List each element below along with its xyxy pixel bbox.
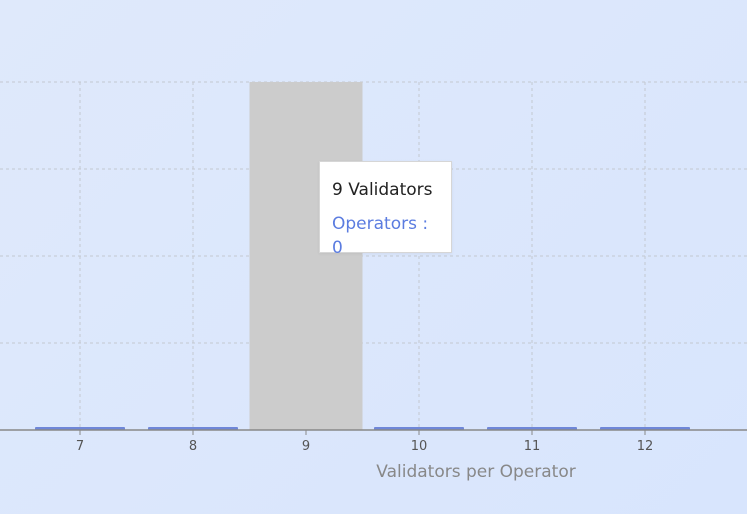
x-tick-label-12: 12 (637, 439, 654, 454)
hover-highlight-band (249, 82, 363, 430)
x-tick-label-11: 11 (524, 439, 541, 454)
x-tick-label-10: 10 (411, 439, 428, 454)
x-tick-label-8: 8 (189, 439, 197, 454)
tooltip-value: 0 (332, 238, 343, 258)
x-axis-ticks: 7 8 9 10 11 12 (76, 430, 653, 454)
tooltip-separator: : (416, 214, 429, 234)
x-tick-label-9: 9 (302, 439, 310, 454)
tooltip-series-label: Operators (332, 214, 417, 234)
tooltip: 9 Validators Operators : 0 (319, 161, 452, 258)
x-axis-label: Validators per Operator (376, 462, 575, 482)
tooltip-title: 9 Validators (332, 180, 433, 200)
tooltip-series-row: Operators : 0 (332, 212, 439, 260)
x-tick-label-7: 7 (76, 439, 84, 454)
